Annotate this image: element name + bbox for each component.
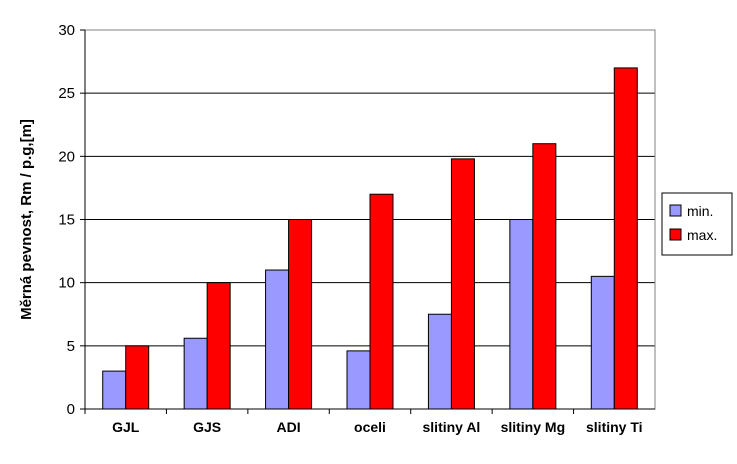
y-tick-label: 10 [58, 275, 75, 292]
bar-min-4 [427, 313, 452, 410]
bar-max-5 [532, 143, 557, 410]
y-tick-label: 15 [58, 212, 75, 229]
bar-min-6 [590, 275, 615, 410]
bar-max-4 [450, 158, 475, 410]
bar-max-2 [288, 219, 313, 410]
y-tick-label: 25 [58, 85, 75, 102]
x-tick-label: slitiny Mg [501, 419, 566, 435]
bar-min-5 [509, 219, 534, 410]
bar-max-0 [125, 345, 150, 410]
y-axis-ticks: 0 5 10 15 20 25 30 [58, 22, 655, 418]
x-tick-label: GJL [112, 419, 140, 435]
x-tick-label: slitiny Ti [586, 419, 643, 435]
legend-box [661, 192, 733, 256]
x-axis-labels: GJL GJS ADI oceli slitiny Al slitiny Mg slitin… [84, 409, 643, 435]
x-tick-label: GJS [193, 419, 221, 435]
bar-max-3 [369, 193, 394, 410]
legend-label-max: max. [687, 227, 717, 243]
x-tick-label: slitiny Al [423, 419, 481, 435]
bar-min-0 [102, 370, 127, 410]
bar-max-1 [206, 282, 231, 410]
y-tick-label: 30 [58, 22, 75, 39]
x-tick-label: ADI [277, 419, 301, 435]
y-axis-label: Měrná pevnost, Rm / p.g,[m] [18, 119, 35, 320]
legend-swatch-max [669, 228, 682, 241]
y-tick-label: 5 [67, 338, 75, 355]
x-tick-label: oceli [354, 419, 386, 435]
bar-min-1 [183, 337, 208, 410]
bars [102, 67, 638, 410]
legend: min. max. [661, 192, 733, 256]
y-tick-label: 20 [58, 148, 75, 165]
bar-min-3 [346, 350, 371, 410]
legend-label-min: min. [687, 203, 713, 219]
bar-min-2 [265, 269, 290, 410]
legend-swatch-min [669, 204, 682, 217]
bar-max-6 [613, 67, 638, 410]
y-tick-label: 0 [67, 401, 75, 418]
